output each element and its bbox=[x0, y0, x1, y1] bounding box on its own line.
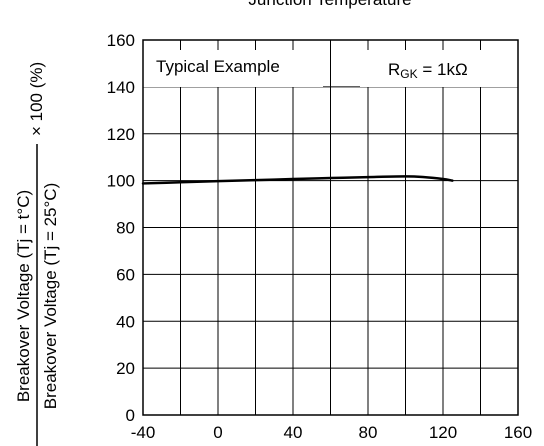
y-label-suffix: × 100 (%) bbox=[27, 62, 46, 136]
x-tick-label: -40 bbox=[131, 423, 156, 442]
x-tick-label: 160 bbox=[504, 423, 532, 442]
series-line bbox=[141, 175, 454, 185]
annotation-right-box bbox=[360, 50, 518, 87]
x-tick-label: 0 bbox=[213, 423, 222, 442]
annotation-typical-example: Typical Example bbox=[156, 57, 280, 76]
y-tick-label: 60 bbox=[116, 265, 135, 284]
annotation-left-box bbox=[143, 50, 323, 87]
y-tick-label: 120 bbox=[107, 125, 135, 144]
x-tick-label: 120 bbox=[429, 423, 457, 442]
y-tick-label: 140 bbox=[107, 78, 135, 97]
y-tick-label: 80 bbox=[116, 219, 135, 238]
annotation-rgk: RGK = 1kΩ bbox=[388, 60, 468, 81]
y-label-denominator: Breakover Voltage (Tj = 25°C) bbox=[41, 183, 60, 410]
y-axis-label: Breakover Voltage (Tj = t°C) Breakover V… bbox=[14, 62, 60, 446]
x-tick-label: 80 bbox=[359, 423, 378, 442]
y-label-numerator: Breakover Voltage (Tj = t°C) bbox=[14, 190, 33, 402]
x-tick-label: 40 bbox=[284, 423, 303, 442]
grid bbox=[143, 40, 518, 415]
y-tick-label: 0 bbox=[126, 406, 135, 425]
y-tick-label: 160 bbox=[107, 31, 135, 50]
plot-frame bbox=[142, 39, 519, 416]
y-tick-label: 100 bbox=[107, 172, 135, 191]
y-tick-label: 40 bbox=[116, 312, 135, 331]
series-group bbox=[141, 175, 454, 185]
chart-title: Junction Temperature bbox=[248, 0, 411, 9]
y-tick-label: 20 bbox=[116, 359, 135, 378]
